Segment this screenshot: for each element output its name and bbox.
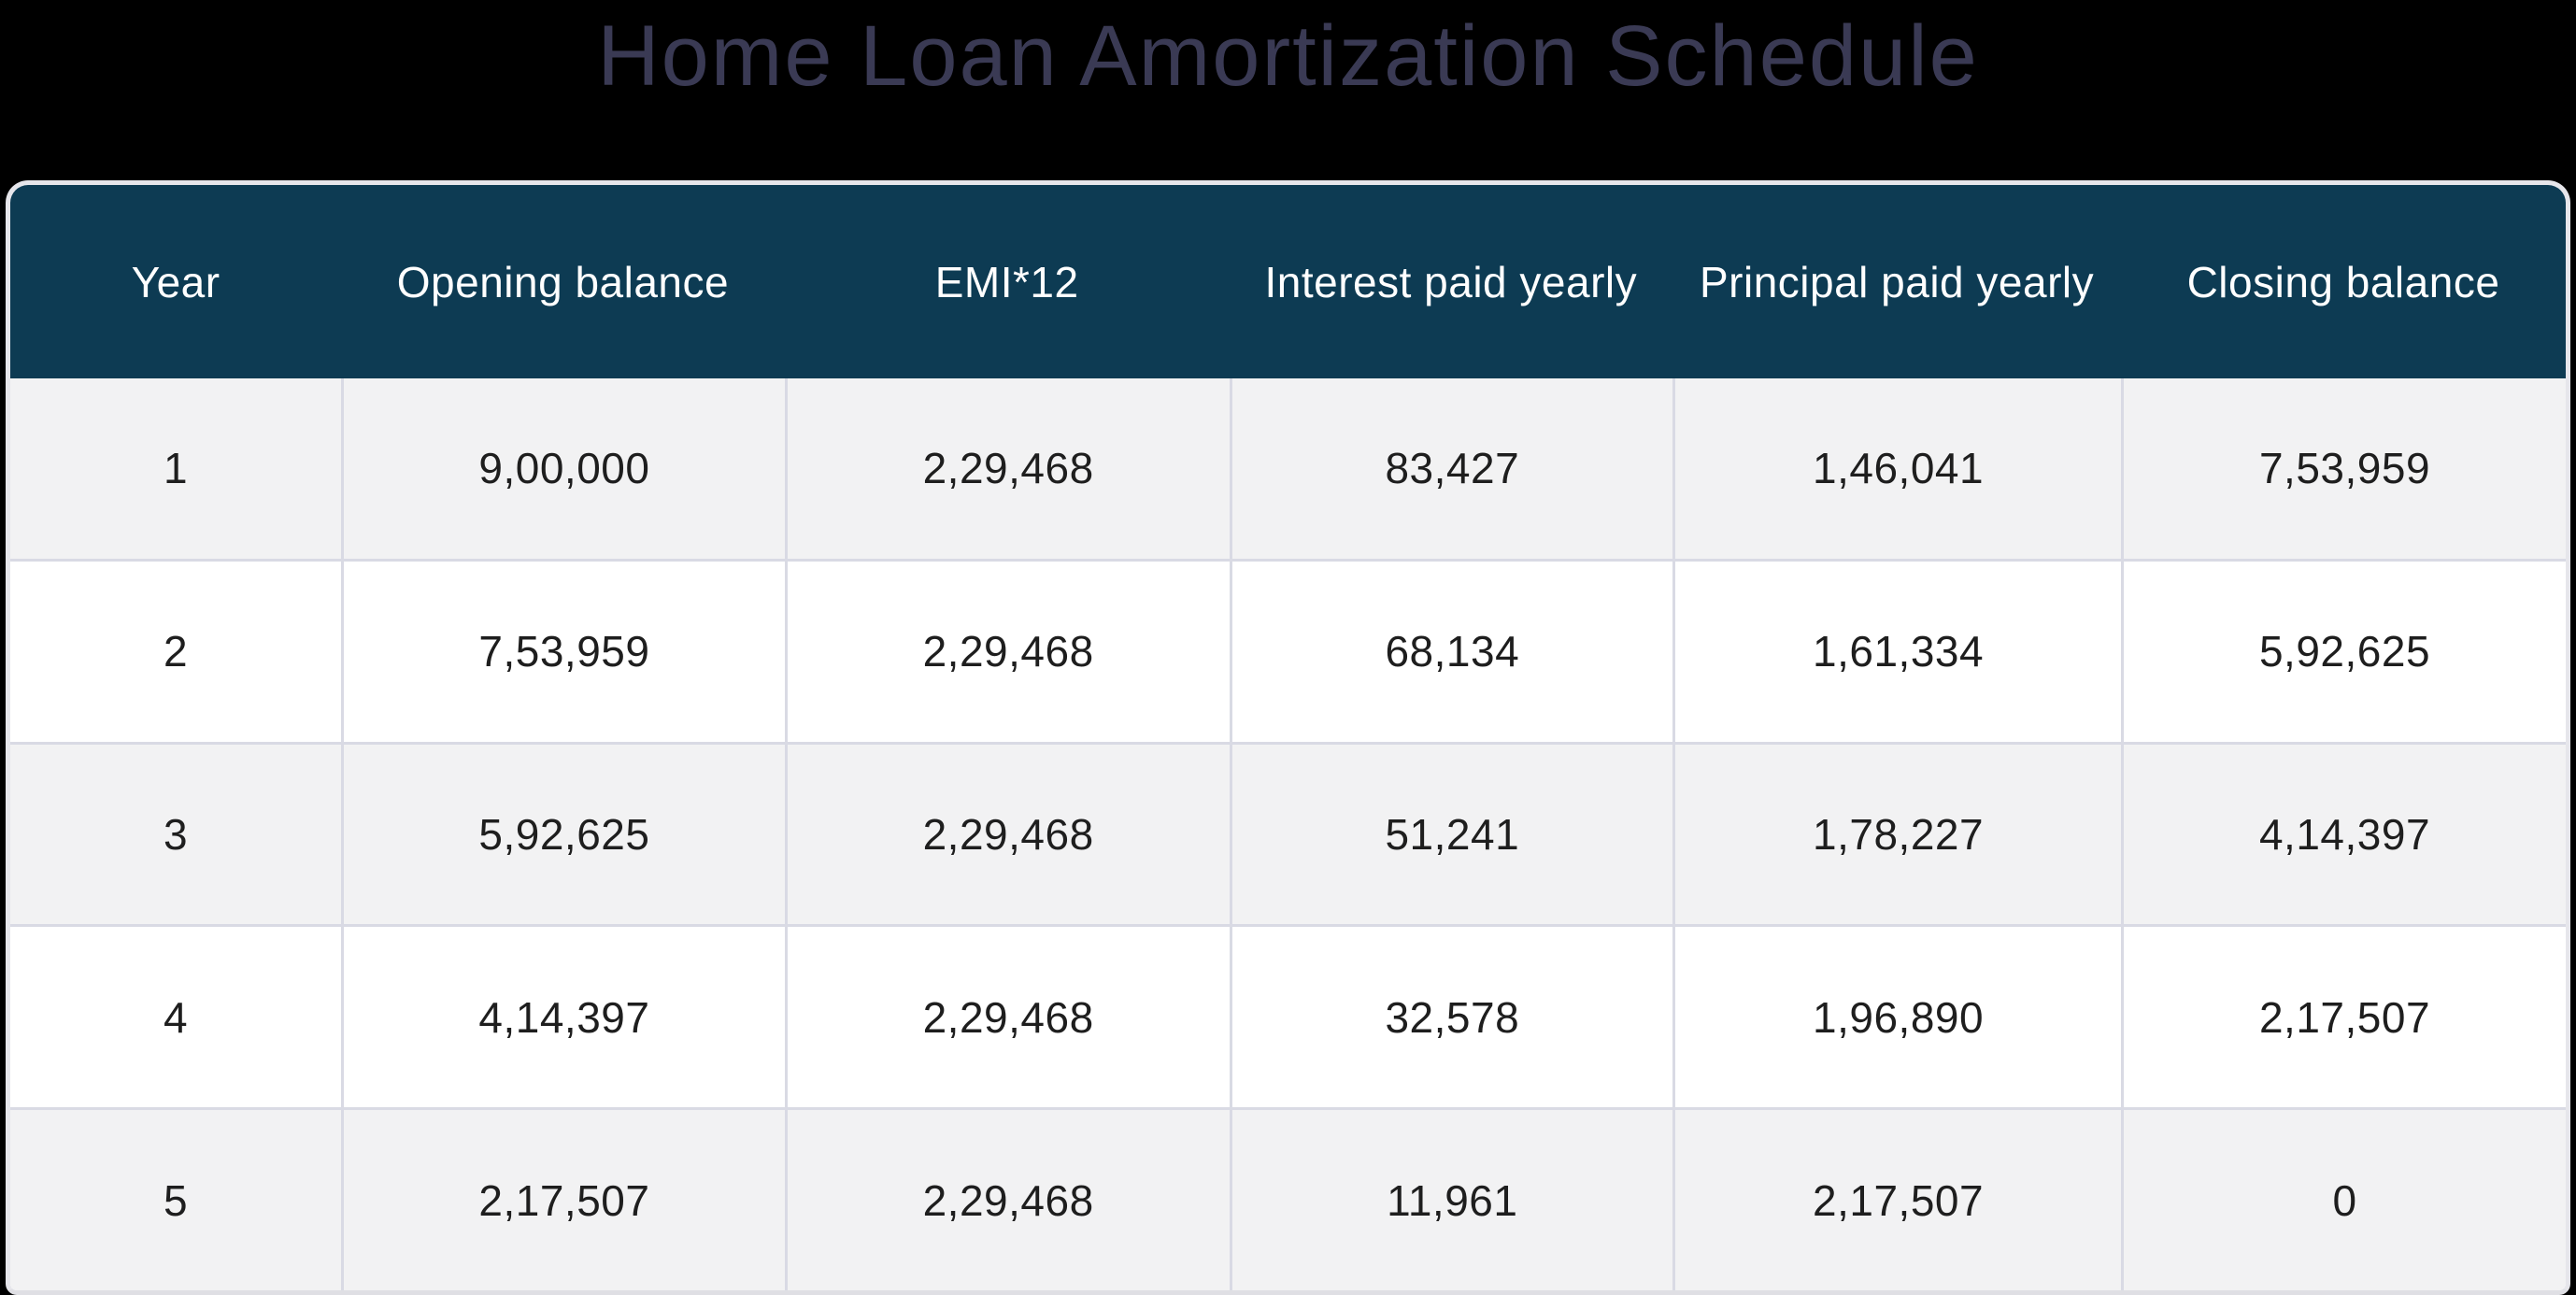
column-header-closing-balance: Closing balance <box>2186 257 2500 306</box>
cell-closing-balance: 5,92,625 <box>2121 561 2566 742</box>
column-header-year: Year <box>131 257 221 306</box>
cell-principal-paid: 1,96,890 <box>1672 927 2121 1108</box>
column-header-opening-balance: Opening balance <box>396 257 730 306</box>
cell-opening-balance: 4,14,397 <box>341 927 785 1108</box>
table-row-year-5: 5 2,17,507 2,29,468 11,961 2,17,507 0 <box>10 1107 2566 1290</box>
cell-emi: 2,29,468 <box>784 561 1230 742</box>
table-row-year-4: 4 4,14,397 2,29,468 32,578 1,96,890 2,17… <box>10 924 2566 1108</box>
cell-year: 4 <box>164 992 189 1042</box>
cell-interest-paid: 11,961 <box>1229 1110 1673 1290</box>
page-title: Home Loan Amortization Schedule <box>597 8 1979 104</box>
cell-year: 5 <box>164 1175 189 1225</box>
cell-principal-paid: 1,46,041 <box>1672 378 2121 559</box>
cell-emi: 2,29,468 <box>784 744 1230 925</box>
cell-year: 2 <box>164 627 189 676</box>
cell-principal-paid: 1,61,334 <box>1672 561 2121 742</box>
cell-interest-paid: 32,578 <box>1229 927 1673 1108</box>
cell-emi: 2,29,468 <box>784 1110 1230 1290</box>
cell-closing-balance: 2,17,507 <box>2121 927 2566 1108</box>
table-row-year-2: 2 7,53,959 2,29,468 68,134 1,61,334 5,92… <box>10 558 2566 742</box>
table-row-year-1: 1 9,00,000 2,29,468 83,427 1,46,041 7,53… <box>10 378 2566 559</box>
cell-closing-balance: 0 <box>2121 1110 2566 1290</box>
table-row-year-3: 3 5,92,625 2,29,468 51,241 1,78,227 4,14… <box>10 741 2566 925</box>
cell-principal-paid: 2,17,507 <box>1672 1110 2121 1290</box>
cell-year: 1 <box>164 444 189 493</box>
cell-year: 3 <box>164 809 189 859</box>
amortization-table: Year Opening balance EMI*12 Interest pai… <box>6 180 2570 1295</box>
column-header-principal-paid: Principal paid yearly <box>1699 257 2095 306</box>
cell-interest-paid: 83,427 <box>1229 378 1673 559</box>
column-header-emi: EMI*12 <box>934 257 1079 306</box>
cell-opening-balance: 5,92,625 <box>341 744 785 925</box>
column-header-interest-paid: Interest paid yearly <box>1264 257 1638 306</box>
cell-opening-balance: 9,00,000 <box>341 378 785 559</box>
cell-opening-balance: 2,17,507 <box>341 1110 785 1290</box>
cell-closing-balance: 4,14,397 <box>2121 744 2566 925</box>
cell-principal-paid: 1,78,227 <box>1672 744 2121 925</box>
cell-emi: 2,29,468 <box>784 927 1230 1108</box>
cell-interest-paid: 68,134 <box>1229 561 1673 742</box>
cell-emi: 2,29,468 <box>784 378 1230 559</box>
cell-interest-paid: 51,241 <box>1229 744 1673 925</box>
cell-opening-balance: 7,53,959 <box>341 561 785 742</box>
cell-closing-balance: 7,53,959 <box>2121 378 2566 559</box>
table-header-row: Year Opening balance EMI*12 Interest pai… <box>10 185 2566 378</box>
